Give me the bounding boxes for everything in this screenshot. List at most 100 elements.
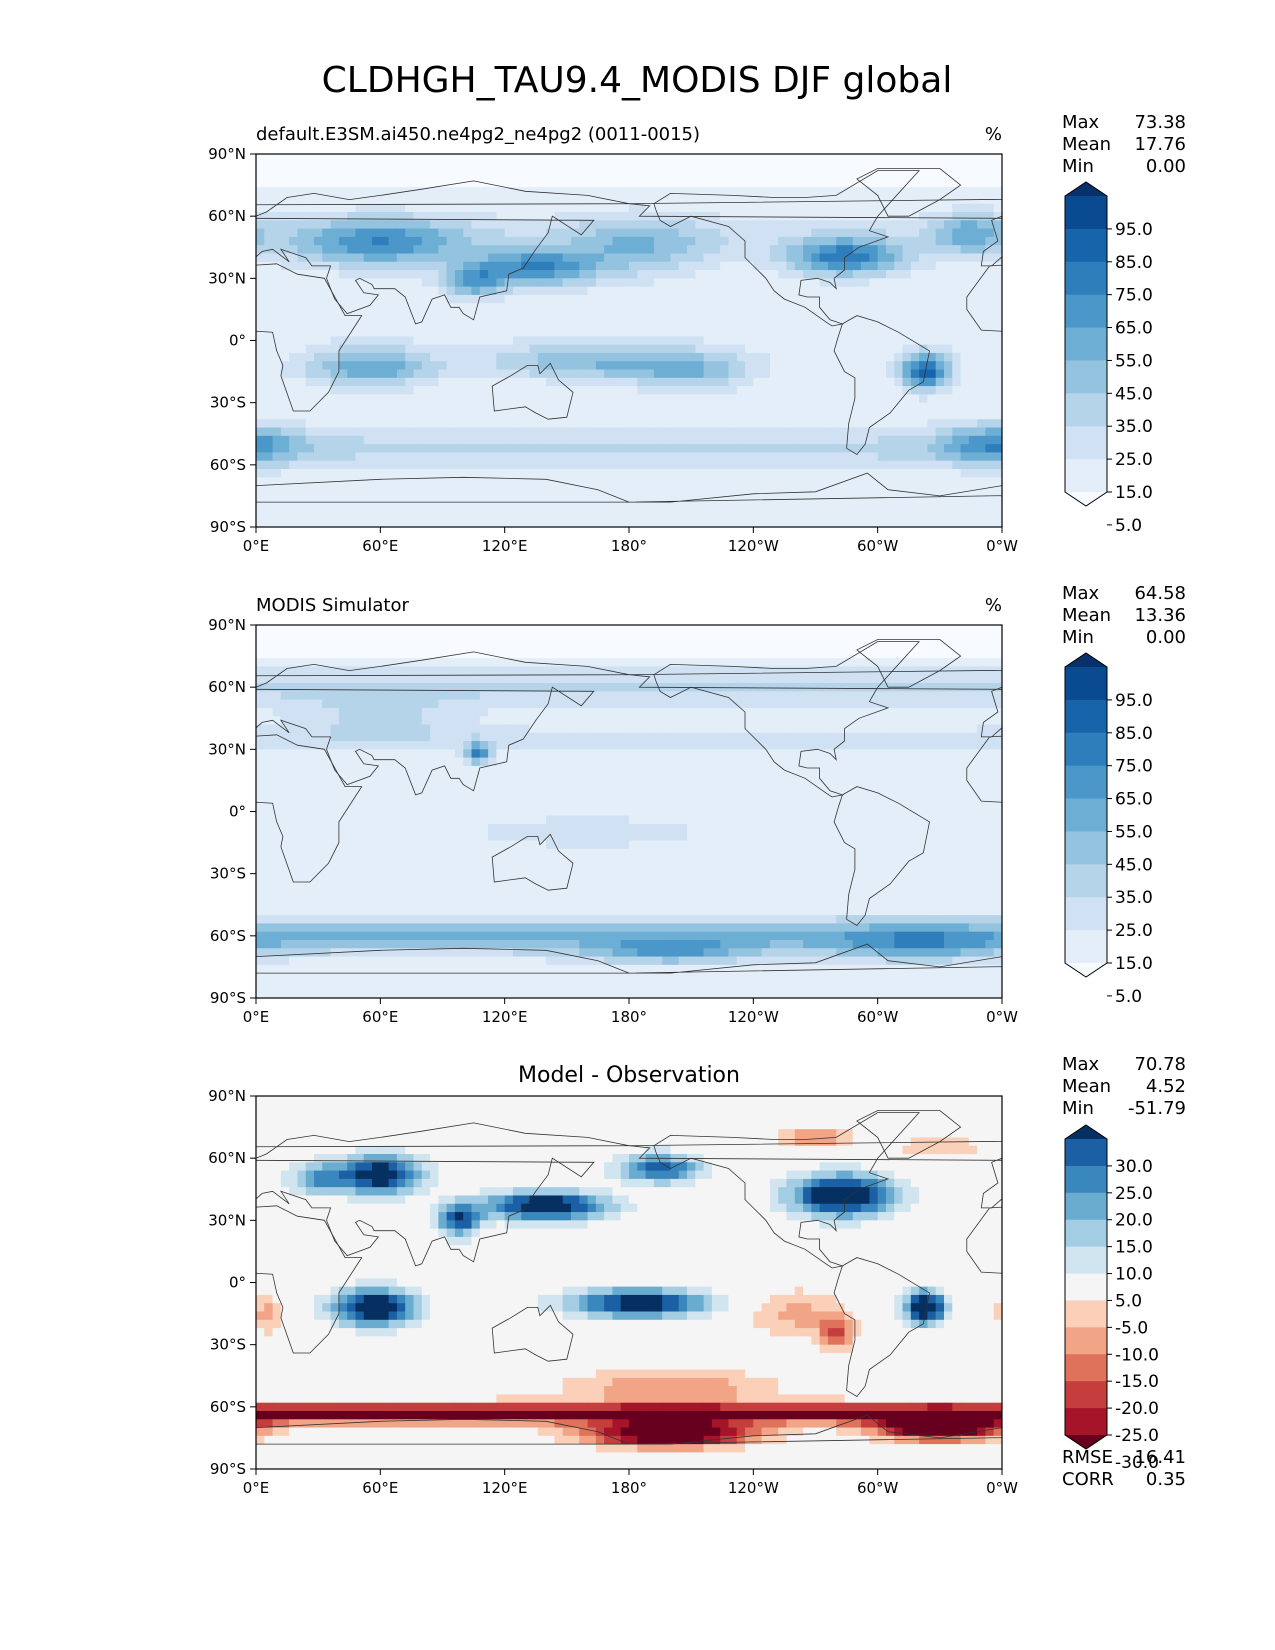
map-cell [761,236,771,246]
map-cell [338,485,348,495]
map-cell [380,699,390,709]
map-cell [454,220,464,230]
map-cell [438,394,448,404]
map-cell [372,699,381,709]
map-cell [869,427,879,437]
map-cell [521,477,531,487]
map-cell [629,502,638,512]
map-cell [438,460,448,470]
map-cell [670,394,680,404]
map-cell [363,649,373,659]
map-cell [562,195,572,205]
map-cell [314,674,323,684]
map-cell [645,286,655,296]
map-cell [612,228,622,238]
map-cell [703,286,713,296]
map-cell [861,510,870,520]
map-cell [960,674,970,684]
map-cell [438,187,448,197]
map-cell [786,452,796,462]
map-cell [355,649,365,659]
map-cell [430,311,439,321]
map-cell [703,294,713,304]
map-cell [877,352,887,362]
map-cell [554,633,564,643]
map-cell [844,691,854,701]
map-cell [736,674,746,684]
map-cell [504,477,514,487]
map-cell [405,477,415,487]
map-cell [894,253,904,263]
map-cell [703,633,713,643]
map-cell [562,435,572,445]
map-cell [687,649,696,659]
map-cell [454,319,464,329]
map-cell [662,170,672,180]
map-cell [413,649,423,659]
map-cell [670,319,680,329]
map-cell [322,699,332,709]
map-cell [570,352,580,362]
map-cell [877,402,887,412]
map-cell [355,336,365,346]
map-cell [322,658,332,668]
map-cell [736,493,746,503]
map-cell [504,460,514,470]
map-cell [471,187,481,197]
map-cell [703,427,713,437]
map-cell [629,666,638,676]
map-cell [322,212,332,221]
map-cell [537,691,547,701]
map-cell [579,328,589,337]
map-cell [629,468,638,478]
map-cell [529,319,539,329]
map-cell [388,477,398,487]
map-cell [711,510,721,520]
map-cell [968,212,978,221]
map-cell [372,286,381,296]
map-cell [769,270,779,279]
map-cell [330,402,340,412]
map-cell [579,658,589,668]
map-cell [562,518,572,527]
map-cell [935,236,945,246]
map-cell [711,154,721,163]
x-tick-label: 60°E [362,537,398,555]
map-cell [347,410,357,420]
map-cell [595,328,605,337]
map-cell [670,649,680,659]
map-cell [562,419,572,429]
map-cell [778,510,788,520]
map-cell [736,278,746,288]
map-cell [289,187,299,197]
map-cell [985,649,995,659]
map-cell [927,228,937,238]
map-cell [761,452,771,462]
map-cell [711,485,721,495]
map-cell [521,228,531,238]
map-cell [720,493,730,503]
map-cell [396,154,406,163]
map-cell [454,625,464,634]
map-cell [960,154,970,163]
map-cell [861,666,870,676]
map-cell [968,649,978,659]
map-cell [504,419,514,429]
map-cell [811,236,821,246]
map-cell [297,236,307,246]
map-cell [720,649,730,659]
map-cell [396,419,406,429]
map-cell [521,311,531,321]
map-cell [952,625,962,634]
map-cell [430,278,439,288]
map-cell [479,444,489,453]
map-cell [272,228,282,238]
map-cell [927,460,937,470]
map-cell [305,203,315,213]
map-cell [554,402,564,412]
map-cell [446,468,456,478]
map-cell [977,220,987,230]
map-cell [662,228,672,238]
map-cell [396,344,406,354]
map-cell [695,220,705,230]
